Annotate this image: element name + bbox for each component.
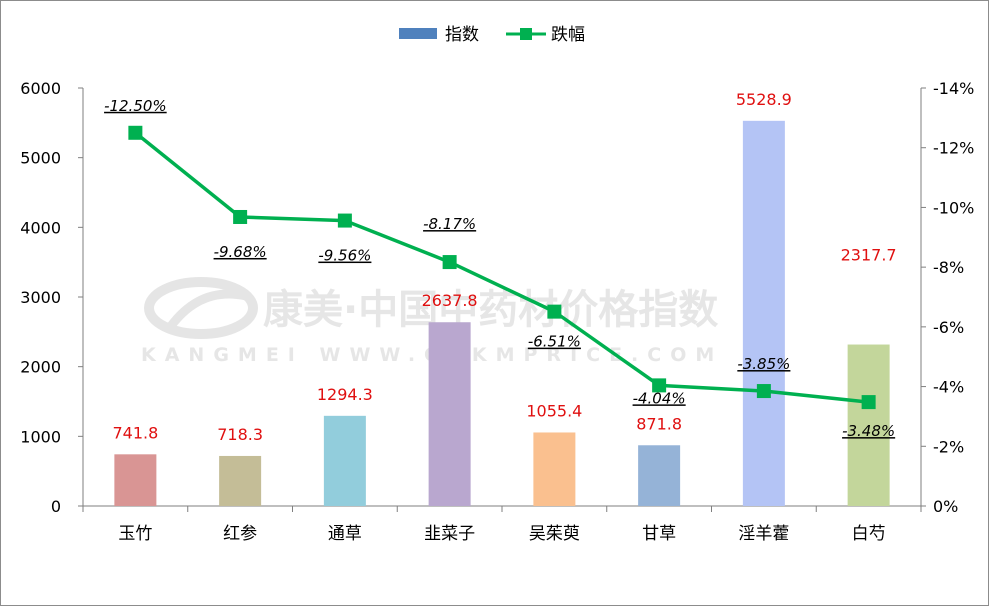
- left-tick-label: 6000: [20, 79, 61, 98]
- legend-swatch-decline-marker: [520, 28, 532, 40]
- bar-value-label: 718.3: [217, 425, 263, 444]
- line-value-labels: -12.50% -9.68% -9.56% -8.17% -6.51% -4.04% -3.…: [104, 97, 895, 440]
- right-tick-label: -2%: [933, 437, 964, 456]
- bar-value-label: 1055.4: [526, 401, 582, 420]
- bar-value-labels: 741.8 718.3 1294.3 2637.8 1055.4 871.8 5528.9 2…: [112, 90, 896, 444]
- decline-value-label: -3.85%: [737, 355, 790, 373]
- watermark: 康美·中国中药材价格指数 KANGMEI WWW.CNKMPRICE.COM: [141, 277, 723, 366]
- category-labels: 玉竹 红参 通草 韭菜子 吴茱萸 甘草 淫羊藿 白芍: [118, 524, 885, 544]
- bar-value-label: 2317.7: [841, 246, 897, 265]
- category-label: 通草: [328, 524, 362, 544]
- bar-value-label: 1294.3: [317, 385, 373, 404]
- left-tick-label: 0: [51, 497, 61, 516]
- decline-marker: [128, 125, 143, 140]
- category-label: 韭菜子: [424, 524, 475, 544]
- watermark-line1: 康美·中国中药材价格指数: [263, 287, 718, 333]
- watermark-logo: [144, 277, 258, 339]
- decline-marker: [442, 255, 457, 270]
- category-label: 甘草: [642, 524, 676, 544]
- right-axis-ticks: 0% -2% -4% -6% -8% -10% -12% -14%: [921, 79, 974, 516]
- bar-淫羊藿: [742, 120, 785, 506]
- watermark-line2: KANGMEI WWW.CNKMPRICE.COM: [141, 344, 723, 366]
- right-tick-label: -10%: [933, 198, 974, 217]
- bar-value-label: 5528.9: [736, 90, 792, 109]
- bar-value-label: 741.8: [112, 423, 158, 442]
- category-label: 吴茱萸: [529, 524, 580, 544]
- decline-value-label: -3.48%: [842, 422, 895, 440]
- left-axis-ticks: 0 1000 2000 3000 4000 5000 6000: [20, 79, 83, 516]
- right-tick-label: -6%: [933, 318, 964, 337]
- decline-value-label: -9.56%: [318, 247, 371, 265]
- bar-红参: [219, 455, 262, 506]
- decline-value-label: -8.17%: [423, 215, 476, 233]
- decline-marker: [337, 213, 352, 228]
- left-tick-label: 1000: [20, 427, 61, 446]
- right-tick-label: -8%: [933, 258, 964, 277]
- left-tick-label: 3000: [20, 288, 61, 307]
- bar-玉竹: [114, 454, 157, 506]
- bar-白芍: [847, 344, 890, 506]
- decline-line: [134, 131, 869, 404]
- category-label: 玉竹: [118, 524, 152, 544]
- decline-value-label: -12.50%: [104, 97, 167, 115]
- category-label: 白芍: [852, 524, 886, 544]
- bar-吴茱萸: [533, 432, 576, 506]
- right-tick-label: -4%: [933, 378, 964, 397]
- category-label: 淫羊藿: [738, 524, 789, 544]
- decline-marker: [652, 378, 667, 393]
- right-tick-label: 0%: [933, 497, 958, 516]
- left-tick-label: 2000: [20, 358, 61, 377]
- bar-value-label: 871.8: [636, 414, 682, 433]
- legend: 指数 跌幅: [399, 25, 585, 45]
- legend-label-index: 指数: [445, 25, 479, 45]
- bar-甘草: [638, 445, 681, 506]
- decline-value-label: -4.04%: [633, 389, 686, 407]
- bar-value-label: 2637.8: [422, 291, 478, 310]
- decline-marker: [861, 395, 876, 410]
- right-tick-label: -14%: [933, 79, 974, 98]
- decline-value-label: -9.68%: [214, 243, 267, 261]
- decline-marker: [547, 304, 562, 319]
- decline-value-label: -6.51%: [528, 333, 581, 351]
- bar-series: [114, 120, 890, 506]
- left-tick-label: 4000: [20, 218, 61, 237]
- decline-marker: [756, 384, 771, 399]
- bar-通草: [323, 415, 366, 506]
- legend-swatch-index: [399, 28, 437, 39]
- line-series: [128, 125, 876, 410]
- right-tick-label: -12%: [933, 139, 974, 158]
- decline-marker: [233, 209, 248, 224]
- bar-韭菜子: [428, 322, 471, 506]
- category-label: 红参: [223, 524, 257, 544]
- legend-label-decline: 跌幅: [551, 25, 585, 45]
- left-tick-label: 5000: [20, 149, 61, 168]
- x-axis-ticks: [82, 506, 922, 512]
